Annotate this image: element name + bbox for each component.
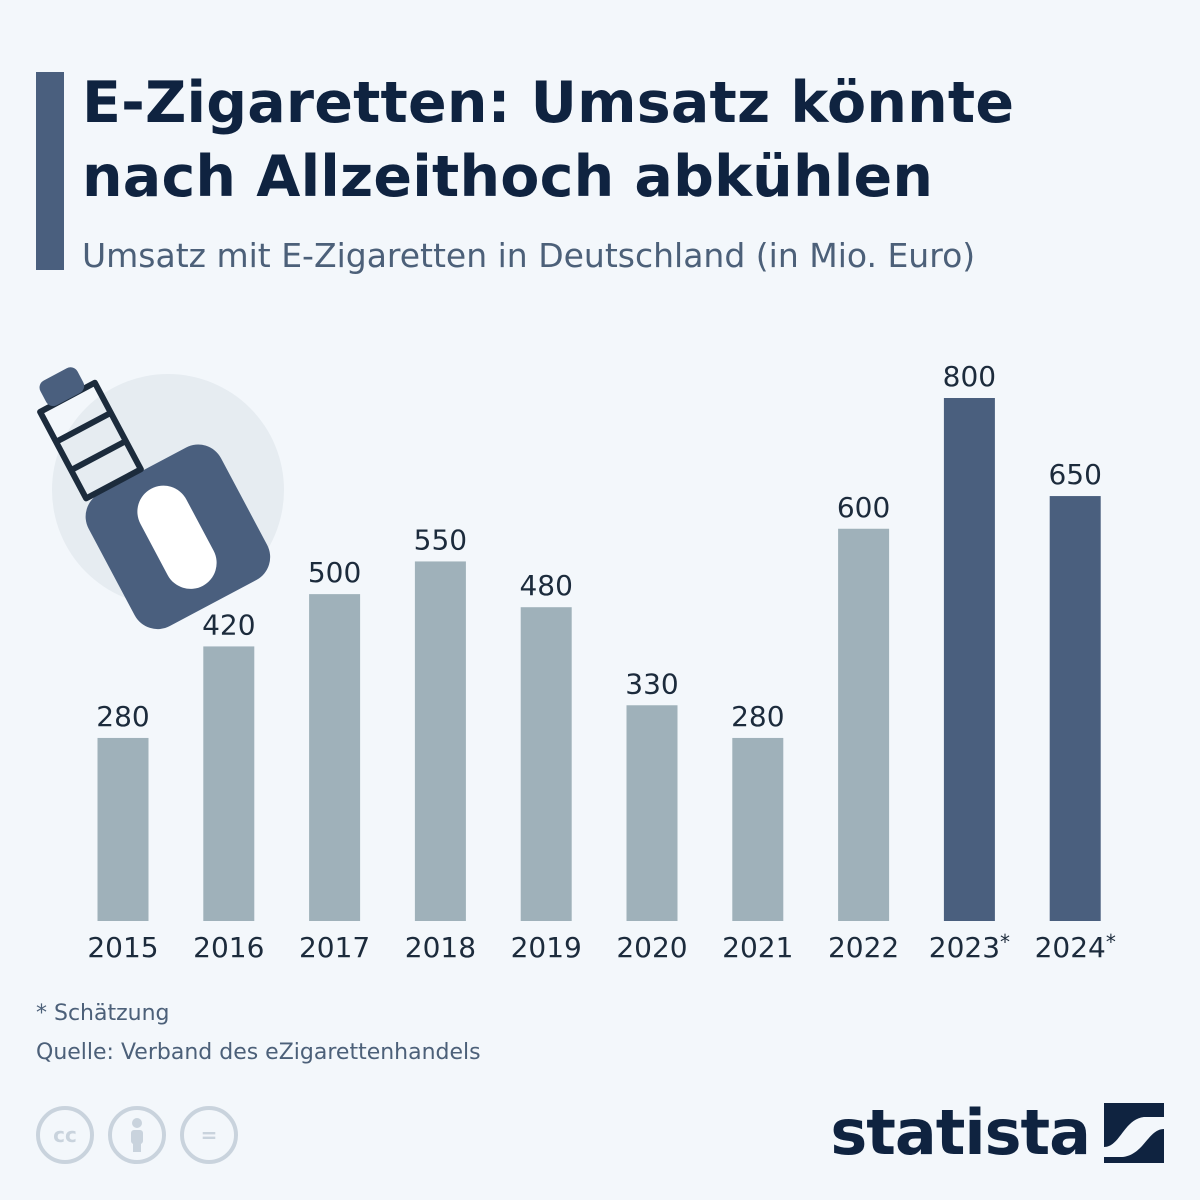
bar-2016 [203, 646, 255, 921]
x-tick-label: 2023* [929, 930, 1010, 964]
value-label: 480 [519, 569, 572, 602]
value-label: 330 [625, 667, 678, 700]
x-tick-label: 2022 [828, 931, 899, 964]
value-label: 650 [1048, 458, 1101, 491]
statista-logo[interactable]: statista [830, 1098, 1164, 1168]
x-tick-label: 2015 [87, 931, 158, 964]
cc-icon[interactable]: cc [36, 1106, 94, 1164]
x-tick-label: 2019 [511, 931, 582, 964]
bar-2019 [520, 607, 572, 921]
bar-2020 [626, 705, 678, 921]
value-label: 420 [202, 608, 255, 641]
no-derivatives-icon[interactable]: = [180, 1106, 238, 1164]
bar-2021 [732, 737, 784, 921]
bar-2017 [309, 594, 361, 921]
x-tick-label: 2024* [1035, 930, 1116, 964]
x-tick-label: 2021 [722, 931, 793, 964]
value-label: 280 [96, 700, 149, 733]
estimate-footnote: * Schätzung [36, 1001, 170, 1026]
value-label: 500 [308, 556, 361, 589]
chart-title: E-Zigaretten: Umsatz könnte nach Allzeit… [82, 70, 1015, 210]
value-label: 280 [731, 700, 784, 733]
value-label: 600 [837, 491, 890, 524]
bar-2024-estimate [1049, 496, 1101, 921]
bar-2018 [414, 561, 466, 921]
attribution-icon[interactable] [108, 1106, 166, 1164]
bar-2015 [97, 737, 149, 921]
x-tick-label: 2016 [193, 931, 264, 964]
chart-bars: 280 2015 420 2016 500 2017 550 2018 480 2019 330 20… [87, 360, 1115, 964]
title-accent-bar [36, 72, 64, 270]
value-label: 550 [414, 523, 467, 556]
value-label: 800 [943, 360, 996, 393]
x-tick-label: 2018 [405, 931, 476, 964]
e-cigarette-icon [37, 367, 284, 630]
statista-wave-icon [1104, 1103, 1164, 1163]
person-icon [131, 1118, 143, 1152]
source-note: Quelle: Verband des eZigarettenhandels [36, 1040, 481, 1065]
brand-name: statista [830, 1096, 1091, 1169]
license-icons: cc = [36, 1106, 238, 1164]
bar-2023-estimate [943, 398, 995, 921]
bar-2022 [838, 528, 890, 921]
chart-subtitle: Umsatz mit E-Zigaretten in Deutschland (… [82, 236, 976, 275]
x-tick-label: 2020 [616, 931, 687, 964]
x-tick-label: 2017 [299, 931, 370, 964]
